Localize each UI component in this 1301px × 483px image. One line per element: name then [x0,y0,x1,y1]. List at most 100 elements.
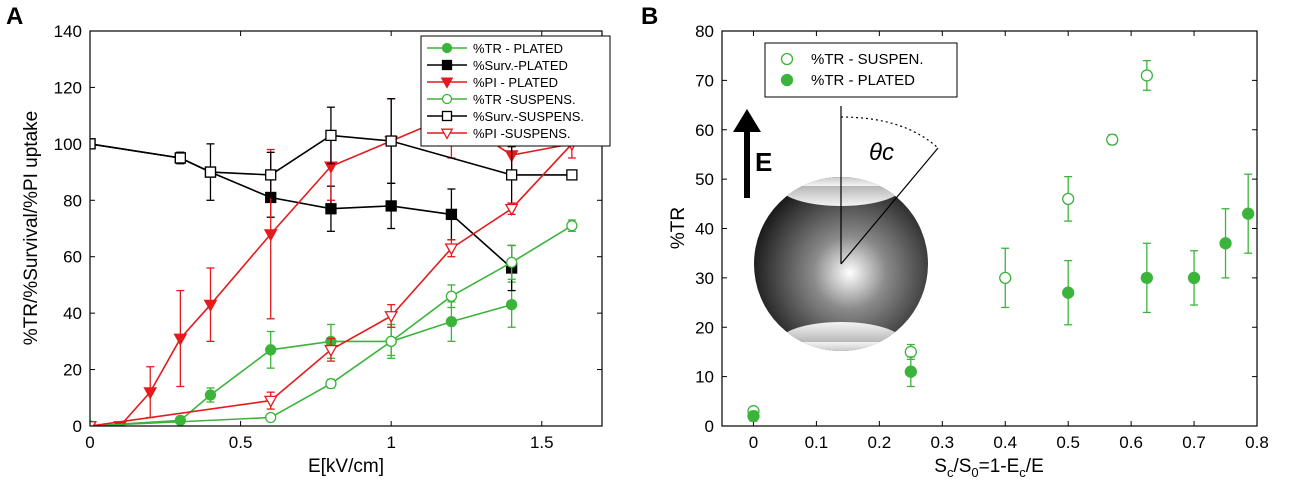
panel-a-ticks: 0 0.5 1 1.5 0 20 40 60 80 100 120 140 [54,22,602,452]
data-point [1242,207,1255,220]
panel-b-y-tick-label: 10 [695,368,714,387]
panel-b-x-tick-label: 0.2 [868,433,892,452]
series-line [90,303,512,426]
legend-box [420,35,611,147]
bottom-cap-fill [779,342,903,351]
data-point [325,378,337,390]
data-point [263,229,278,242]
panel-b-x-axis-label: Sc/S0=1-Ec/E [934,456,1044,480]
data-point [204,389,217,401]
panel-b-y-tick-label: 30 [695,269,714,288]
panel-b-ticks: 0 0.1 0.2 0.3 0.4 0.5 0.6 0.7 0.8 0 10 20 30 40 50 60 70… [695,22,1269,452]
panel-a-series-pi-suspens [90,138,579,426]
field-arrow-head [733,109,761,132]
panel-a-x-tick-label: 0.5 [229,433,253,452]
data-point [747,409,760,423]
data-point [505,299,518,311]
panel-a-y-tick-label: 20 [63,361,82,380]
data-point [385,135,397,147]
data-point [904,365,917,378]
panel-a-axes-frame [89,30,603,427]
data-point [445,315,458,328]
panel-a-series-tr-suspens [90,219,578,426]
panel-letter-a: A [6,3,23,30]
legend-label: %TR - PLATED [811,72,915,89]
panel-b-series [747,59,1255,423]
panel-b-y-axis-label: %TR [668,207,689,249]
panel-a-x-tick-label: 0 [85,433,94,452]
theta-c-label: θc [869,139,894,166]
panel-a-y-tick-label: 40 [63,304,82,323]
panel-a-x-axis-label: E[kV/cm] [308,456,384,477]
panel-a: A 0 0.5 1 1.5 0 20 40 60 80 100 120 140 E[kV/cm] %T… [6,3,611,477]
angle-line [840,147,939,265]
panel-b-x-tick-label: 0.1 [805,433,829,452]
data-point [324,344,338,358]
panel-a-series-surv-plated [90,138,518,292]
legend-marker [441,59,453,71]
data-point [1106,133,1119,146]
panel-a-y-axis-label: %TR/%Survival/%PI uptake [21,111,42,345]
panel-b-y-tick-label: 20 [695,318,714,337]
data-point [1062,286,1075,299]
data-point [1140,271,1154,285]
legend-label: %Surv.-PLATED [473,58,568,73]
data-point [505,256,518,269]
panel-b-y-tick-label: 50 [695,170,714,189]
panel-b-x-tick-label: 0.7 [1182,433,1206,452]
legend-marker [440,128,454,140]
panel-b-x-tick-label: 0 [749,433,758,452]
panel-a-x-tick-label: 1.5 [530,433,554,452]
data-point [174,152,187,164]
panel-a-y-tick-label: 120 [54,78,82,97]
data-point [385,200,397,212]
data-point [904,345,917,359]
panel-b-x-tick-label: 0.6 [1119,433,1143,452]
data-point [113,421,127,426]
data-point [90,421,97,426]
data-point [1062,192,1075,206]
data-point [265,411,277,424]
data-point [204,166,217,178]
sphere-inset-illustration: θc E [733,106,939,351]
data-point [445,290,458,302]
panel-b-y-tick-label: 40 [695,220,714,239]
legend-label: %Surv.-SUSPENS. [473,109,584,124]
panel-b-y-tick-label: 80 [695,22,714,41]
field-arrow-label: E [755,147,772,177]
panel-b: B 0 0.1 0.2 0.3 0.4 0.5 0.6 0.7 0.8 0 10 20 30 40 50 60… [641,3,1269,480]
data-point [384,311,399,324]
panel-a-y-tick-label: 80 [63,191,82,210]
panel-b-x-tick-label: 0.5 [1056,433,1080,452]
data-point [174,414,187,426]
data-point [1219,237,1232,250]
data-point [1140,69,1154,82]
legend-label: %TR - SUSPEN. [811,51,924,68]
panel-b-x-tick-label: 0.3 [930,433,954,452]
data-point [1187,271,1201,285]
panel-a-series-surv-suspens [90,98,578,204]
legend-label: %TR - PLATED [473,41,563,56]
data-point [566,169,578,181]
data-point [999,271,1012,285]
legend-marker [441,110,453,122]
panel-b-series-tr-plated [747,173,1255,423]
panel-a-x-tick-label: 1 [386,433,395,452]
data-point [566,220,578,232]
legend-marker [440,77,454,89]
legend-marker [780,73,794,87]
angle-arc [840,116,939,149]
legend-marker [441,93,453,105]
data-point [265,169,277,181]
legend-label: %PI - PLATED [473,75,558,90]
panel-a-y-tick-label: 0 [73,417,82,436]
data-point [504,203,519,217]
data-point [203,299,218,313]
panel-b-y-tick-label: 0 [705,417,714,436]
data-point [143,387,158,400]
data-point [444,243,459,256]
legend-box [764,42,958,98]
panel-b-y-tick-label: 60 [695,121,714,140]
legend-label: %TR -SUSPENS. [473,92,576,107]
